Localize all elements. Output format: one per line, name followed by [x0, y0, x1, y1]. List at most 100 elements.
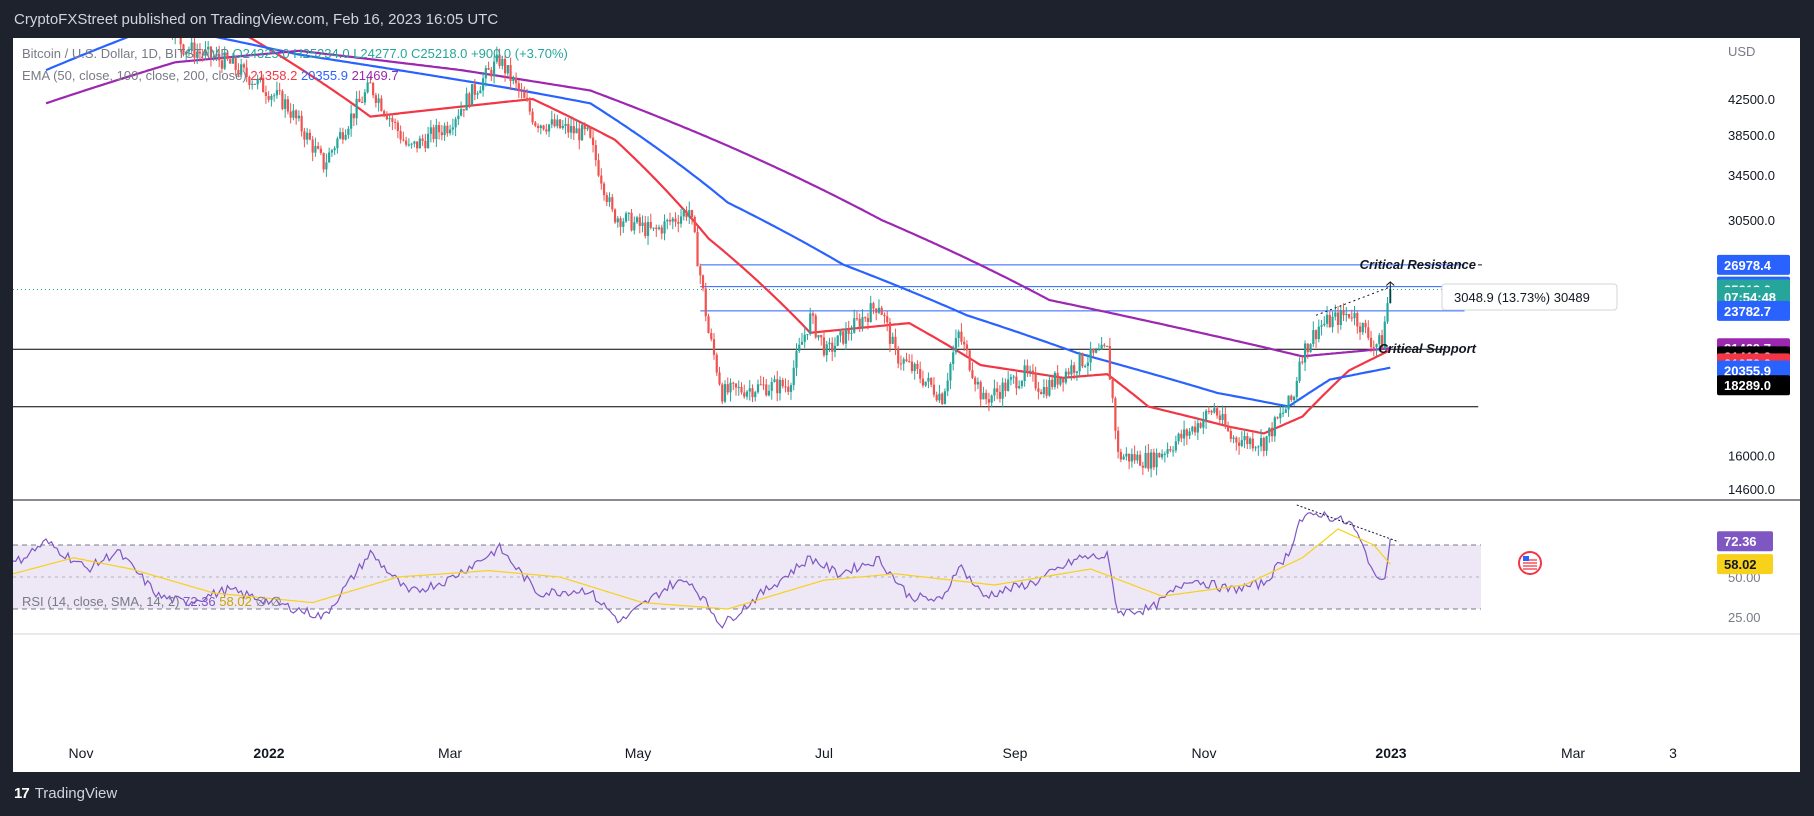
candle: [943, 388, 947, 405]
candle-body: [281, 91, 284, 109]
candle: [891, 332, 894, 345]
candle: [1196, 418, 1199, 440]
rsi-line: [13, 510, 1391, 629]
candle-body: [1334, 312, 1337, 317]
candle-body: [534, 122, 537, 126]
candle-body: [1067, 371, 1070, 375]
candle-body: [498, 54, 501, 66]
candle-body: [572, 126, 575, 134]
candle: [1292, 395, 1296, 406]
candle-body: [1103, 344, 1106, 347]
candle: [1380, 329, 1384, 350]
candle-body: [284, 99, 287, 109]
candle-body: [198, 51, 202, 54]
candle-body: [487, 68, 490, 70]
chart-panel[interactable]: [13, 38, 1800, 772]
candle: [1312, 321, 1315, 348]
candle-body: [861, 317, 864, 328]
candle: [394, 118, 397, 130]
tradingview-logo[interactable]: 17 TradingView: [14, 785, 117, 802]
price-tag-0: [1717, 254, 1790, 275]
candle-body: [666, 219, 669, 222]
candle-body: [547, 124, 551, 132]
candle: [743, 384, 746, 399]
candle-body: [910, 361, 914, 372]
candle: [1128, 453, 1131, 470]
candle: [817, 334, 820, 341]
candle-body: [1254, 447, 1257, 449]
candle: [322, 152, 325, 173]
candle-body: [1191, 426, 1194, 432]
candle-body: [671, 218, 674, 222]
candle-body: [619, 218, 622, 227]
candle-body: [935, 394, 938, 401]
candle-body: [303, 131, 306, 140]
candle-body: [1243, 436, 1246, 441]
candle-body: [806, 333, 809, 335]
candle-body: [333, 148, 336, 151]
time-tick-3: May: [625, 745, 651, 761]
candle-body: [811, 313, 815, 316]
candle-body: [514, 77, 518, 84]
candle: [306, 127, 309, 145]
candle: [1051, 374, 1054, 390]
candle-body: [525, 97, 529, 101]
candle: [295, 109, 298, 125]
candle-body: [778, 379, 782, 394]
candle: [630, 208, 633, 232]
candle-body: [207, 46, 210, 50]
candle-body: [1262, 437, 1265, 451]
candle: [355, 91, 358, 126]
candle: [847, 320, 850, 341]
candle-body: [836, 335, 839, 346]
ema-line-ema-100: [45, 38, 1391, 408]
candle: [1133, 445, 1136, 464]
candle-body: [473, 84, 476, 95]
candle-body: [1117, 430, 1120, 452]
candle-body: [438, 125, 441, 133]
candle-body: [1064, 371, 1067, 383]
candle: [1323, 316, 1326, 327]
candle-body: [1100, 344, 1103, 350]
price-tag-text-4: 23782.7: [1724, 304, 1771, 319]
candle: [899, 355, 903, 371]
candle-body: [1004, 382, 1007, 391]
candle-body: [1226, 426, 1230, 431]
candle-body: [952, 352, 955, 364]
candle-body: [1056, 372, 1059, 385]
candle-body: [756, 384, 760, 393]
candle: [1303, 340, 1307, 372]
candle-body: [1350, 317, 1353, 319]
candle: [245, 59, 248, 83]
candle: [1306, 343, 1309, 359]
rsi-tag-0: [1717, 531, 1773, 552]
candle: [336, 136, 339, 154]
candle-body: [1106, 346, 1109, 348]
candle: [240, 58, 243, 79]
candle: [383, 109, 386, 118]
candle: [391, 113, 394, 131]
candle-body: [1301, 361, 1304, 363]
candle: [281, 89, 284, 111]
candle-body: [638, 217, 641, 226]
candle: [1281, 405, 1285, 418]
candle: [600, 168, 603, 190]
candle: [492, 56, 496, 84]
candle: [908, 354, 911, 363]
candle: [965, 340, 969, 356]
candle: [635, 215, 639, 224]
candle: [388, 115, 391, 127]
candle-body: [583, 124, 586, 130]
candle: [968, 349, 971, 372]
candle: [1152, 448, 1155, 471]
candle: [822, 331, 826, 358]
candle: [481, 71, 485, 97]
candle: [1084, 364, 1087, 369]
candle: [207, 40, 210, 58]
candle: [1108, 337, 1111, 380]
candle-body: [723, 384, 727, 402]
time-tick-8: Mar: [1561, 745, 1585, 761]
candle-body: [328, 152, 331, 163]
candle-body: [1235, 437, 1238, 443]
